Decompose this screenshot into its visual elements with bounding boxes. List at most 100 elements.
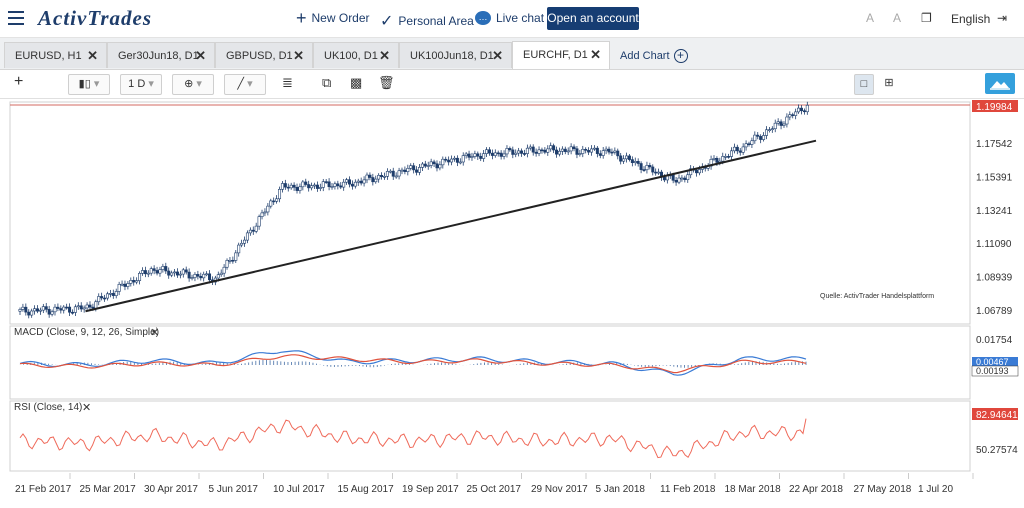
candle	[791, 114, 795, 116]
tab-uk100[interactable]: UK100, D1 ✕	[313, 42, 399, 68]
tab-gbpusd[interactable]: GBPUSD, D1 ✕	[215, 42, 313, 68]
drawing-tool-dropdown[interactable]: ╱ ▾	[224, 74, 266, 95]
candle	[304, 181, 308, 185]
candle	[485, 149, 489, 154]
candle	[654, 171, 658, 174]
candle	[415, 169, 419, 173]
candle	[286, 186, 290, 189]
live-chat-button[interactable]: … Live chat	[475, 11, 544, 25]
candle	[695, 169, 699, 174]
tab-uk100jun18[interactable]: UK100Jun18, D1 ✕	[399, 42, 512, 68]
timeframe-label: 1 D	[128, 78, 146, 90]
time-tick: 10 Jul 2017	[273, 484, 325, 495]
candle	[639, 163, 643, 170]
candle	[409, 165, 413, 169]
chart-area[interactable]: 1.17542 1.15391 1.13241 1.11090 1.08939 1.067…	[0, 99, 1024, 503]
candle	[493, 152, 497, 156]
chart-svg[interactable]: 1.17542 1.15391 1.13241 1.11090 1.08939 1.067…	[0, 99, 1024, 503]
window-icon[interactable]: ❐	[921, 11, 932, 25]
timeframe-dropdown[interactable]: 1 D ▾	[120, 74, 162, 95]
candle	[190, 277, 194, 279]
font-decrease-icon[interactable]: A	[866, 11, 875, 25]
candle	[458, 161, 462, 164]
candle	[88, 304, 92, 308]
candle	[715, 158, 719, 163]
close-icon[interactable]: ✕	[590, 47, 601, 62]
candle	[540, 149, 544, 152]
personal-area-button[interactable]: ✓ Personal Area	[380, 11, 474, 31]
candle	[762, 135, 766, 140]
candle	[202, 273, 206, 279]
candle	[735, 146, 739, 152]
chevron-down-icon: ▾	[196, 78, 202, 90]
candle	[394, 175, 398, 178]
candle	[173, 271, 177, 274]
candle	[374, 178, 378, 183]
candle	[70, 311, 74, 314]
candle	[461, 155, 465, 163]
candle	[24, 306, 28, 313]
candle	[575, 148, 579, 155]
close-icon[interactable]: ✕	[82, 402, 91, 414]
close-icon[interactable]: ✕	[293, 48, 304, 63]
candle	[438, 164, 442, 169]
candle	[199, 275, 203, 279]
screenshot-icon[interactable]: ▩	[350, 75, 363, 90]
open-account-button[interactable]: Open an account	[547, 7, 639, 30]
tab-eurusd[interactable]: EURUSD, H1 ✕	[4, 42, 107, 68]
single-layout-icon[interactable]: □	[854, 74, 874, 95]
candle	[292, 184, 296, 188]
candle	[622, 158, 626, 162]
candle	[382, 176, 386, 178]
font-increase-icon[interactable]: A	[893, 11, 902, 25]
candle	[511, 149, 515, 155]
candle	[208, 273, 212, 281]
candle	[773, 122, 777, 130]
candle	[651, 166, 655, 173]
candle	[100, 296, 104, 299]
close-icon[interactable]: ✕	[195, 48, 206, 63]
indicator-dropdown[interactable]: ⊕ ▾	[172, 74, 214, 95]
candle	[205, 273, 209, 276]
logout-icon[interactable]: ⇥	[997, 11, 1008, 25]
tab-eurchf[interactable]: EURCHF, D1 ✕	[512, 41, 610, 69]
add-indicator-icon: ⊕	[184, 78, 194, 90]
close-icon[interactable]: ✕	[150, 327, 159, 339]
new-order-button[interactable]: + New Order	[296, 9, 370, 27]
menu-icon[interactable]	[8, 11, 24, 25]
candle	[336, 183, 340, 187]
fibonacci-icon[interactable]: ≣	[282, 75, 293, 90]
crosshair-icon[interactable]: +	[14, 73, 24, 90]
price-tick: 1.11090	[976, 239, 1012, 250]
add-chart-button[interactable]: Add Chart +	[620, 49, 688, 63]
layout-icon[interactable]: ⧉	[322, 75, 332, 90]
language-selector[interactable]: English	[951, 12, 991, 26]
candle	[686, 174, 690, 180]
candle	[520, 150, 524, 154]
trendline[interactable]	[85, 139, 817, 313]
check-icon: ✓	[380, 13, 394, 30]
chart-type-dropdown[interactable]: ▮▯ ▾	[68, 74, 110, 95]
close-icon[interactable]: ✕	[492, 48, 503, 63]
candle	[744, 143, 748, 148]
close-icon[interactable]: ✕	[379, 48, 390, 63]
candle	[103, 297, 107, 300]
macd-tag-blue	[972, 357, 1018, 367]
grid-layout-icon[interactable]: ⊞	[884, 77, 894, 89]
candle	[759, 136, 763, 140]
trash-icon[interactable]: 🗑	[378, 75, 395, 90]
candle	[234, 252, 238, 261]
candle	[257, 216, 261, 227]
candle	[175, 271, 179, 276]
cloud-icon[interactable]	[985, 73, 1015, 94]
candle	[578, 153, 582, 155]
candle	[53, 306, 57, 313]
candle	[79, 305, 83, 310]
candle	[243, 239, 247, 244]
candle	[764, 129, 768, 136]
tab-ger30[interactable]: Ger30Jun18, D1 ✕	[107, 42, 215, 68]
candle	[307, 184, 311, 189]
close-icon[interactable]: ✕	[87, 48, 98, 63]
candle	[525, 147, 529, 154]
candle	[345, 179, 349, 183]
